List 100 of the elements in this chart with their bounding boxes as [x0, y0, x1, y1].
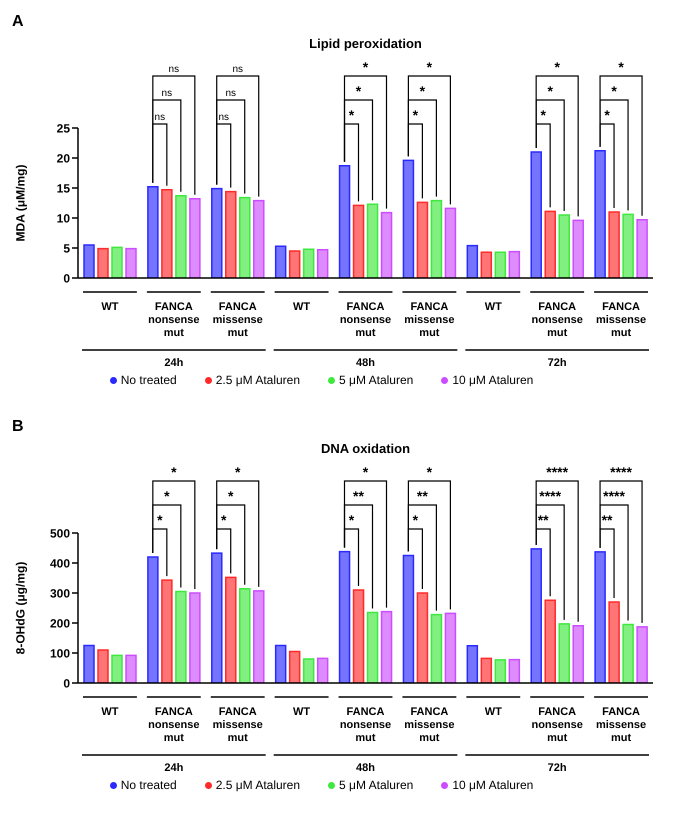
- legend-label: 5 μM Ataluren: [339, 373, 414, 387]
- y-tick-label: 0: [63, 676, 70, 690]
- bar: [175, 195, 187, 278]
- bar: [466, 244, 478, 278]
- bar: [175, 590, 187, 683]
- bar: [111, 246, 123, 278]
- y-tick-label: 10: [56, 211, 70, 226]
- text: A: [12, 13, 24, 30]
- bar: [494, 659, 506, 683]
- bar: [444, 208, 456, 278]
- text: 72h: [548, 762, 567, 774]
- legend-label: 10 μM Ataluren: [452, 778, 534, 792]
- bar: [430, 614, 442, 683]
- legend-label: No treated: [120, 778, 177, 792]
- text: **: [353, 488, 364, 504]
- bar: [274, 245, 286, 278]
- text: 48h: [356, 357, 376, 369]
- legend-label: 2.5 μM Ataluren: [216, 778, 300, 792]
- y-tick-label: 5: [63, 241, 70, 256]
- bar: [366, 612, 378, 683]
- bar: [97, 649, 109, 683]
- x-tick-label: FANCA nonsense mut: [340, 301, 392, 339]
- bar: [189, 592, 201, 683]
- bar: [274, 644, 286, 683]
- text: 48h: [356, 762, 376, 774]
- bar: [125, 654, 137, 683]
- bar: [253, 590, 265, 683]
- x-tick-label: FANCA nonsense mut: [148, 301, 200, 339]
- bar: [544, 210, 556, 278]
- legend-label: 10 μM Ataluren: [452, 373, 534, 387]
- bar: [239, 588, 251, 683]
- bar: [239, 196, 251, 278]
- x-tick-label: FANCA missense mut: [212, 706, 263, 744]
- bar: [83, 644, 95, 683]
- bar: [288, 250, 300, 278]
- bar: [480, 658, 492, 683]
- bar: [380, 610, 392, 683]
- bar: [83, 244, 95, 278]
- bar: [302, 248, 314, 278]
- y-tick-label: 500: [50, 526, 70, 540]
- bar: [189, 198, 201, 278]
- x-tick-label: FANCA missense mut: [596, 706, 646, 744]
- bar: [253, 200, 265, 278]
- text: *: [362, 59, 369, 75]
- bar: [572, 624, 584, 683]
- bar: [508, 250, 520, 278]
- bar: [97, 248, 109, 278]
- x-tick-label: WT: [293, 706, 310, 718]
- text: 72h: [548, 357, 567, 369]
- legend-label: 2.5 μM Ataluren: [216, 373, 300, 387]
- y-tick-label: 400: [50, 556, 70, 570]
- x-tick-label: WT: [293, 301, 310, 313]
- y-tick-label: 25: [56, 121, 70, 136]
- bar: [316, 658, 328, 683]
- bar: [480, 251, 492, 278]
- bar: [608, 211, 620, 278]
- chart-title: Lipid peroxidation: [309, 36, 422, 51]
- y-tick-label: 0: [63, 271, 70, 286]
- bar: [622, 214, 634, 278]
- text: B: [12, 418, 24, 435]
- bar: [352, 204, 364, 278]
- bar: [111, 654, 123, 683]
- y-axis-title: 8-OHdG (μg/mg): [13, 562, 28, 654]
- x-tick-label: FANCA missense mut: [596, 301, 646, 339]
- text: 24h: [164, 357, 184, 369]
- bar: [125, 248, 137, 278]
- bar: [302, 658, 314, 683]
- bar: [288, 650, 300, 683]
- bar: [622, 624, 634, 683]
- x-tick-label: FANCA nonsense mut: [531, 301, 583, 339]
- y-axis-title: MDA (μM/mg): [13, 164, 28, 242]
- x-tick-label: WT: [101, 706, 119, 718]
- x-tick-label: FANCA missense mut: [212, 301, 263, 339]
- bar: [380, 212, 392, 278]
- bar: [558, 623, 570, 683]
- x-tick-label: WT: [101, 301, 119, 313]
- bar: [508, 658, 520, 683]
- bar: [636, 219, 648, 278]
- y-tick-label: 20: [56, 151, 70, 166]
- chart-title: DNA oxidation: [320, 441, 410, 456]
- y-tick-label: 200: [50, 616, 70, 630]
- legend-label: 5 μM Ataluren: [339, 778, 414, 792]
- significance-bracket: **: [536, 512, 551, 596]
- y-tick-label: 15: [56, 181, 70, 196]
- bar: [494, 251, 506, 278]
- y-tick-label: 300: [50, 586, 70, 600]
- significance-bracket: *: [536, 107, 551, 208]
- x-tick-label: WT: [484, 706, 502, 718]
- bar: [636, 626, 648, 683]
- bar: [416, 202, 428, 278]
- legend-label: No treated: [120, 373, 177, 387]
- bar: [466, 645, 478, 683]
- bar: [558, 214, 570, 278]
- x-tick-label: FANCA nonsense mut: [148, 706, 200, 744]
- x-tick-label: FANCA nonsense mut: [531, 706, 583, 744]
- bar: [444, 612, 456, 683]
- bar: [316, 249, 328, 278]
- x-tick-label: FANCA missense mut: [404, 301, 454, 339]
- y-tick-label: 100: [50, 646, 70, 660]
- bar: [572, 220, 584, 278]
